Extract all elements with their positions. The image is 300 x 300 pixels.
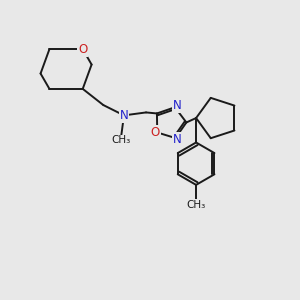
Text: CH₃: CH₃ — [111, 135, 130, 146]
Text: N: N — [172, 99, 182, 112]
Text: N: N — [120, 109, 128, 122]
Text: N: N — [172, 133, 181, 146]
Text: O: O — [78, 43, 87, 56]
Text: CH₃: CH₃ — [187, 200, 206, 210]
Text: O: O — [151, 126, 160, 139]
